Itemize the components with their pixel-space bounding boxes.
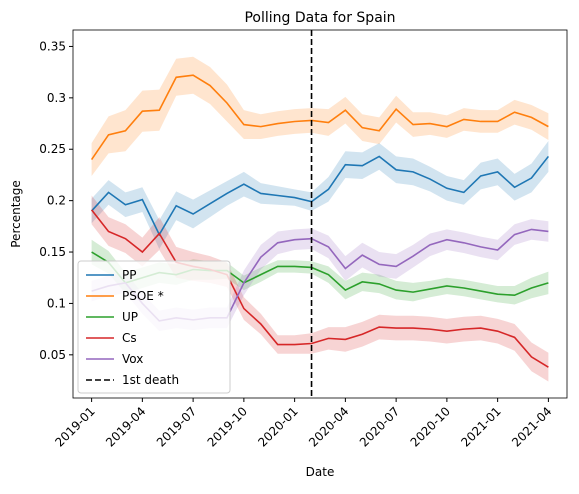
x-tick-label: 2020-04 <box>306 404 351 449</box>
confidence-band <box>91 219 549 332</box>
series-line <box>91 155 550 237</box>
legend-box <box>77 260 231 394</box>
legend-label: PSOE * <box>122 289 164 303</box>
x-tick-label: 2021-01 <box>458 404 503 449</box>
x-tick-label: 2019-07 <box>154 404 199 449</box>
x-tick-label: 2020-10 <box>408 404 453 449</box>
series-line <box>90 74 549 160</box>
y-tick-label: 0.3 <box>47 91 66 105</box>
y-tick-label: 0.15 <box>39 245 66 259</box>
series-line <box>90 209 549 368</box>
legend-label: PP <box>122 268 136 282</box>
y-tick-label: 0.1 <box>47 296 66 310</box>
y-tick-label: 0.05 <box>39 348 66 362</box>
x-tick-label: 2021-04 <box>509 404 554 449</box>
x-tick-label: 2020-01 <box>255 404 300 449</box>
x-tick-label: 2020-07 <box>357 404 402 449</box>
y-tick-label: 0.2 <box>47 194 66 208</box>
legend-label: Vox <box>122 352 143 366</box>
y-tick-label: 0.35 <box>39 39 66 53</box>
x-tick-label: 2019-04 <box>103 404 148 449</box>
x-tick-label: 2019-10 <box>205 404 250 449</box>
confidence-band <box>91 56 549 176</box>
x-axis-label: Date <box>306 465 335 479</box>
legend-label: UP <box>122 310 138 324</box>
y-tick-label: 0.25 <box>39 142 66 156</box>
legend-label: Cs <box>122 331 137 345</box>
legend: PP PSOE * UP Cs Vox 1st death <box>77 260 231 394</box>
y-axis-label: Percentage <box>9 180 23 248</box>
plot-frame <box>72 29 568 399</box>
legend-label: 1st death <box>122 373 179 387</box>
x-tick-label: 2019-01 <box>52 404 97 449</box>
confidence-band <box>91 195 549 382</box>
chart-title: Polling Data for Spain <box>244 10 395 26</box>
